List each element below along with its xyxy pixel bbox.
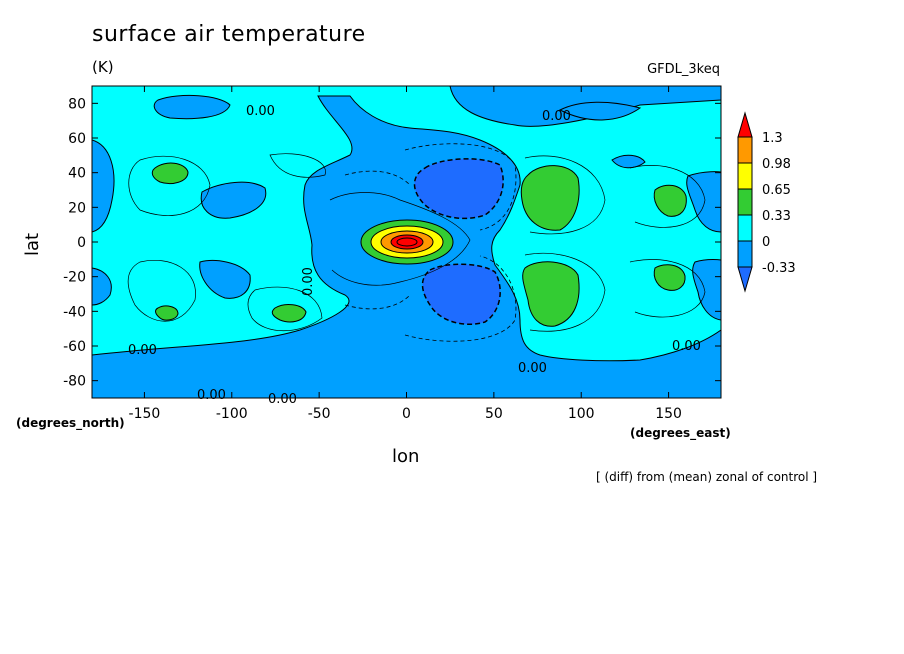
colorbar-swatch-0.33-0.65 <box>737 188 753 216</box>
region-pos-6 <box>155 305 179 321</box>
region-neg-w1 <box>92 139 115 233</box>
contour-label: 0.00 <box>197 388 226 403</box>
warm-red <box>390 234 424 250</box>
chart-units: (K) <box>92 58 114 76</box>
colorbar-label: 0.65 <box>762 183 791 198</box>
region-neg-topright <box>558 101 642 121</box>
x-tick-label: 50 <box>485 406 503 422</box>
y-tick-label: 40 <box>68 166 86 182</box>
colorbar-label: 0.33 <box>762 209 791 224</box>
y-tick-label: -80 <box>63 374 86 390</box>
x-tick-label: 150 <box>655 406 682 422</box>
x-axis-label: lon <box>392 446 420 467</box>
y-tick-label: 20 <box>68 200 86 216</box>
region-pos-5 <box>653 264 686 291</box>
region-deepneg-s <box>421 263 501 325</box>
colorbar: 1.3 0.98 0.65 0.33 0 -0.33 <box>737 111 796 293</box>
region-pos-4 <box>653 184 687 217</box>
y-axis-label: lat <box>22 232 43 256</box>
x-tick-label: 100 <box>568 406 595 422</box>
colorbar-cap-bottom <box>737 266 753 293</box>
contour-label: 0.00 <box>542 109 571 124</box>
region-neg-e <box>692 259 721 321</box>
y-tick-label: 60 <box>68 131 86 147</box>
chart-title: surface air temperature <box>92 22 366 47</box>
region-neg-c <box>611 154 646 169</box>
colorbar-label: 0 <box>762 235 770 250</box>
colorbar-swatch-neg0.33-0 <box>737 240 753 268</box>
region-pos-1 <box>151 162 189 185</box>
region-deepneg-n <box>413 158 504 220</box>
contour-label: 0.00 <box>672 339 701 354</box>
y-axis: 80 60 40 20 0 -20 -40 -60 -80 <box>63 96 721 390</box>
colorbar-label: -0.33 <box>762 261 796 276</box>
x-units-label: (degrees_east) <box>630 426 731 440</box>
region-neg-b <box>199 260 251 299</box>
x-tick-label: -50 <box>308 406 331 422</box>
y-tick-label: -20 <box>63 270 86 286</box>
contour-label: 0.00 <box>246 104 275 119</box>
y-units-label: (degrees_north) <box>16 416 125 430</box>
region-pos-3 <box>522 261 580 327</box>
contour-labels: 0.00 0.00 0.00 0.00 0.00 0.00 0.00 0.00 <box>128 104 701 407</box>
region-neg-topleft <box>153 95 231 120</box>
colorbar-swatch-0.65-0.98 <box>737 162 753 190</box>
region-neg-w2 <box>92 267 112 306</box>
x-tick-label: -100 <box>216 406 248 422</box>
contour-fill <box>92 86 721 398</box>
x-tick-label: -150 <box>129 406 161 422</box>
dashed-contours <box>344 143 517 342</box>
region-neg-d <box>686 171 721 233</box>
y-tick-label: -40 <box>63 304 86 320</box>
region-pos-2 <box>520 165 580 231</box>
colorbar-swatch-0.98-1.3 <box>737 136 753 164</box>
y-tick-label: 0 <box>77 235 86 251</box>
contour-label: 0.00 <box>268 392 297 407</box>
colorbar-label: 0.98 <box>762 157 791 172</box>
region-neg-a <box>200 181 267 219</box>
colorbar-swatch-0-0.33 <box>737 214 753 242</box>
contour-label: 0.00 <box>128 343 157 358</box>
model-label: GFDL_3keq <box>647 62 720 77</box>
thin-contours <box>127 153 706 332</box>
region-pos-7 <box>271 304 307 323</box>
footnote: [ (diff) from (mean) zonal of control ] <box>596 470 818 484</box>
colorbar-label: 1.3 <box>762 131 783 146</box>
x-axis: -150 -100 -50 0 50 100 150 <box>129 86 682 422</box>
y-tick-label: 80 <box>68 96 86 112</box>
colorbar-cap-top <box>737 111 753 138</box>
x-tick-label: 0 <box>402 406 411 422</box>
y-tick-label: -60 <box>63 339 86 355</box>
contour-label: 0.00 <box>518 361 547 376</box>
contour-label: 0.00 <box>301 267 316 296</box>
